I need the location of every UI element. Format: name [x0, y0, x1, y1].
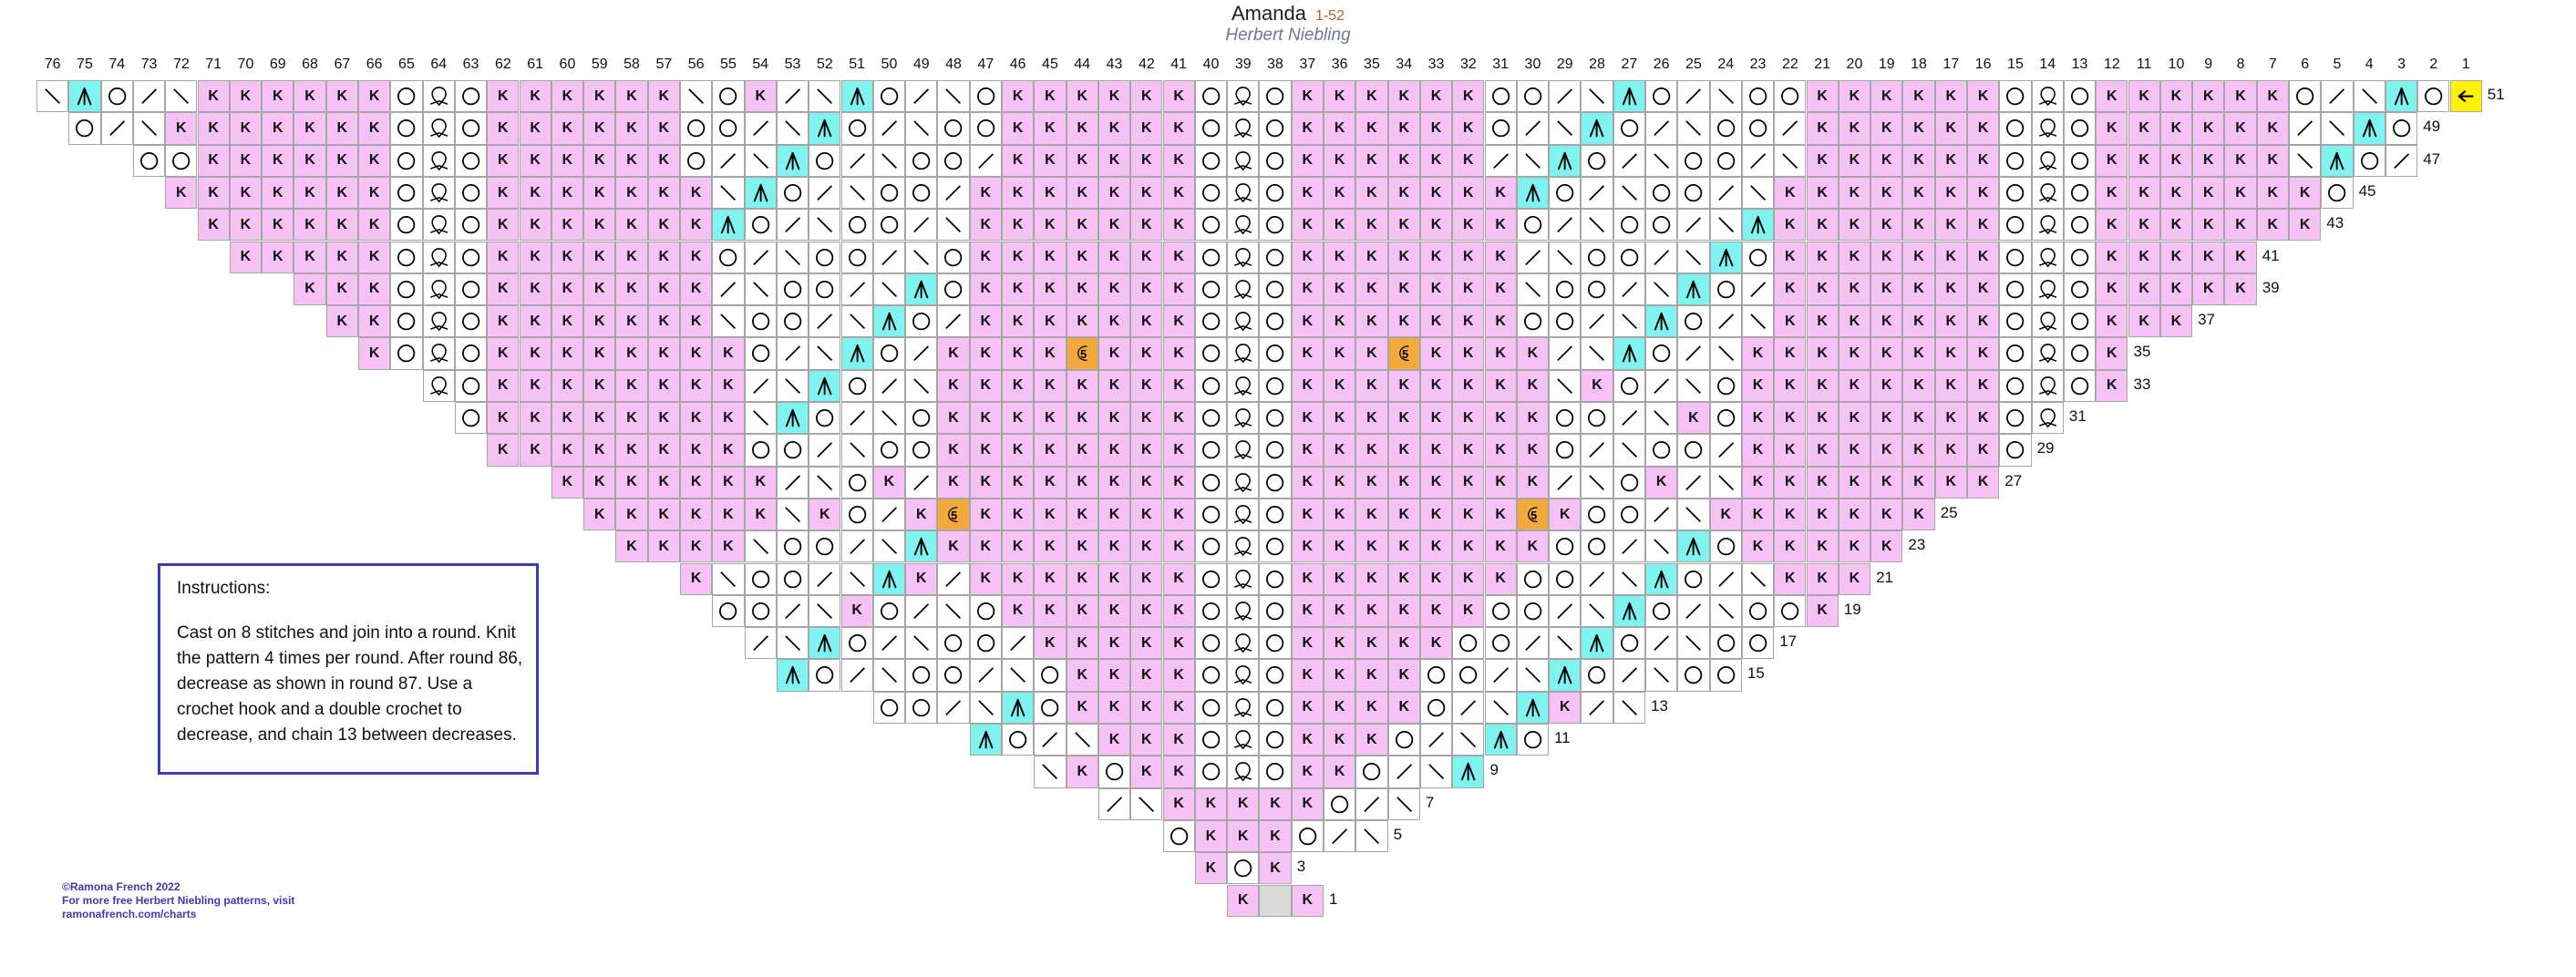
svg-text:5: 5 — [1080, 348, 1087, 361]
svg-text:5: 5 — [1530, 509, 1537, 522]
svg-text:5: 5 — [952, 509, 958, 522]
svg-text:5: 5 — [1402, 348, 1408, 361]
